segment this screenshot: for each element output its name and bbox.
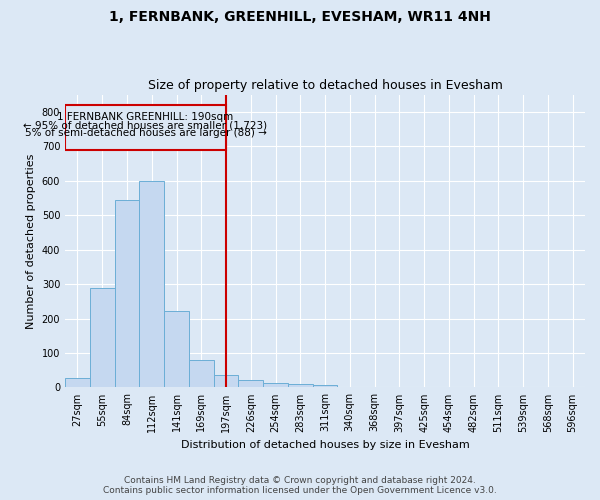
Text: Contains HM Land Registry data © Crown copyright and database right 2024.
Contai: Contains HM Land Registry data © Crown c… xyxy=(103,476,497,495)
Bar xyxy=(164,311,189,388)
Y-axis label: Number of detached properties: Number of detached properties xyxy=(26,154,36,328)
Bar xyxy=(139,182,164,388)
FancyBboxPatch shape xyxy=(65,105,226,150)
X-axis label: Distribution of detached houses by size in Evesham: Distribution of detached houses by size … xyxy=(181,440,469,450)
Text: 1, FERNBANK, GREENHILL, EVESHAM, WR11 4NH: 1, FERNBANK, GREENHILL, EVESHAM, WR11 4N… xyxy=(109,10,491,24)
Text: ← 95% of detached houses are smaller (1,723): ← 95% of detached houses are smaller (1,… xyxy=(23,120,268,130)
Bar xyxy=(214,376,238,388)
Text: 1 FERNBANK GREENHILL: 190sqm: 1 FERNBANK GREENHILL: 190sqm xyxy=(58,112,233,122)
Bar xyxy=(65,378,90,388)
Bar xyxy=(189,360,214,388)
Bar xyxy=(313,385,337,388)
Bar xyxy=(90,288,115,388)
Bar xyxy=(288,384,313,388)
Text: 5% of semi-detached houses are larger (88) →: 5% of semi-detached houses are larger (8… xyxy=(25,128,266,138)
Bar xyxy=(263,384,288,388)
Bar xyxy=(238,380,263,388)
Title: Size of property relative to detached houses in Evesham: Size of property relative to detached ho… xyxy=(148,79,502,92)
Bar xyxy=(115,200,139,388)
